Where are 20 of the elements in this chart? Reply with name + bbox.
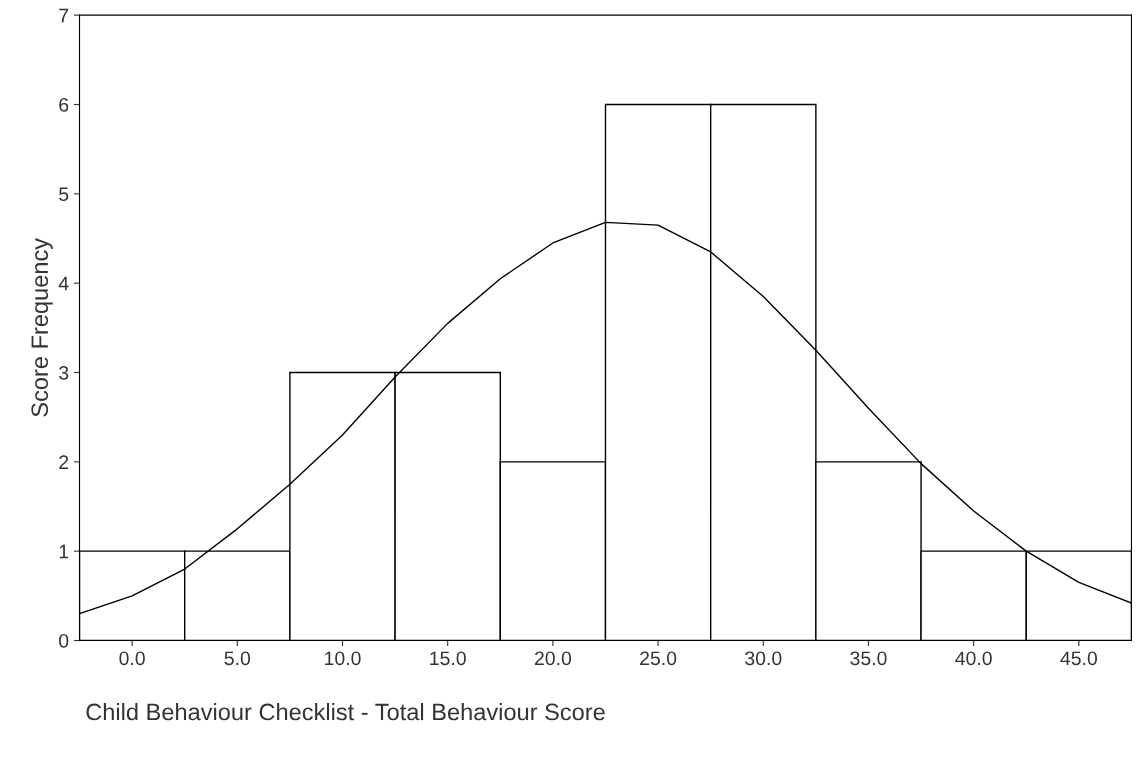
x-tick-label: 35.0 <box>850 651 887 666</box>
y-tick-label: 3 <box>59 365 69 380</box>
x-tick-label: 20.0 <box>534 651 572 666</box>
x-tick-label: 0.0 <box>119 651 145 666</box>
x-tick-label: 45.0 <box>1060 651 1098 666</box>
x-tick-label: 10.0 <box>325 651 361 666</box>
x-tick-label: 30.0 <box>745 651 782 666</box>
y-axis-title: Score Frequency <box>31 237 53 417</box>
y-tick-label: 1 <box>59 544 69 559</box>
y-tick-label: 4 <box>58 276 69 291</box>
x-tick-label: 5.0 <box>224 651 251 666</box>
y-tick-label: 7 <box>59 8 69 23</box>
y-tick-label: 0 <box>59 633 69 648</box>
y-tick-label: 5 <box>59 187 69 202</box>
x-tick-label: 40.0 <box>955 651 992 666</box>
y-tick-label: 6 <box>59 97 69 112</box>
x-tick-label: 15.0 <box>430 651 466 666</box>
y-tick-label: 2 <box>59 455 69 469</box>
x-tick-label: 25.0 <box>640 651 677 666</box>
x-axis-title: Child Behaviour Checklist - Total Behaviour Score <box>86 702 605 721</box>
